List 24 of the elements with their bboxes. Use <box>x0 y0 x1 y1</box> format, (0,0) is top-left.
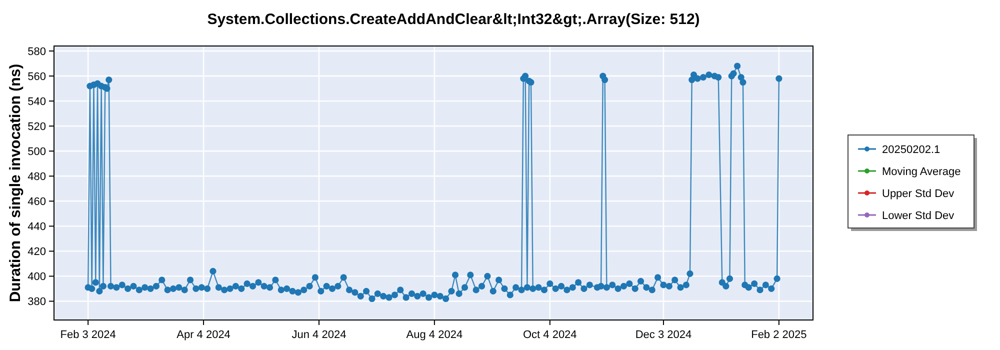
x-tick-label: Jun 4 2024 <box>292 329 346 341</box>
y-tick-label: 420 <box>28 246 46 258</box>
y-tick-label: 560 <box>28 70 46 83</box>
x-tick-label: Oct 4 2024 <box>522 329 577 341</box>
y-tick-label: 500 <box>28 146 46 158</box>
x-tick-label: Feb 3 2024 <box>60 329 116 341</box>
legend-label: Lower Std Dev <box>882 210 955 222</box>
y-tick-label: 440 <box>28 221 46 234</box>
x-tick-label: Dec 3 2024 <box>635 329 692 341</box>
y-tick-label: 460 <box>28 196 46 208</box>
y-tick-label: 580 <box>28 46 46 58</box>
y-tick-label: 540 <box>28 96 46 108</box>
x-tick-label: Apr 4 2024 <box>176 329 230 341</box>
y-tick-label: 520 <box>28 120 46 133</box>
legend-label: Moving Average <box>882 166 961 178</box>
y-axis-title: Duration of single invocation (ns) <box>7 64 24 302</box>
x-tick-label: Feb 2 2025 <box>751 329 807 341</box>
x-tick-label: Aug 4 2024 <box>406 329 463 341</box>
y-tick-label: 380 <box>28 296 46 308</box>
y-tick-label: 400 <box>28 271 46 284</box>
legend-label: Upper Std Dev <box>882 188 955 200</box>
y-tick-label: 480 <box>28 170 46 183</box>
chart-title: System.Collections.CreateAddAndClear&lt;Int32&gt;.Array(Size: 512) <box>207 11 700 28</box>
legend-label: 20250202.1 <box>882 144 940 156</box>
